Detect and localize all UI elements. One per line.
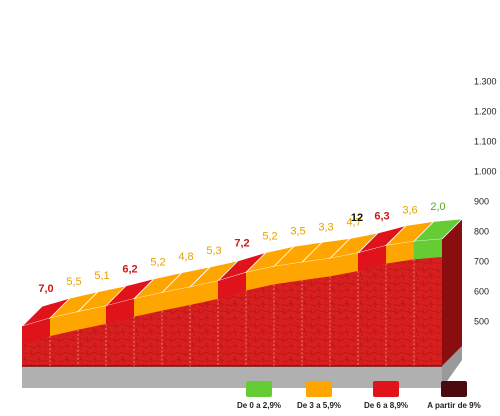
legend-label-red: De 6 a 8,9% — [363, 401, 409, 410]
y-tick-label: 500 — [474, 317, 489, 327]
gradient-label-8: 5,2 — [262, 230, 277, 242]
base-slab — [22, 346, 462, 388]
y-axis-ticks: 500 600 700 800 900 1.000 1.100 1.200 1.300 — [474, 77, 497, 327]
legend-item-maroon: A partir de 9% — [423, 381, 485, 410]
gradient-label-6: 5,3 — [206, 245, 221, 257]
legend-item-orange: De 3 a 5,9% — [288, 381, 350, 410]
legend-item-green: De 0 a 2,9% — [228, 381, 290, 410]
segment-band-6 — [190, 280, 218, 306]
base-slab-side — [442, 346, 462, 388]
segment-band-2 — [78, 305, 106, 330]
gradient-label-10: 3,3 — [318, 221, 333, 233]
legend-swatch-maroon — [441, 381, 467, 397]
gradient-label-11: 4,7 — [346, 217, 361, 229]
gradient-label-1: 5,5 — [66, 276, 81, 288]
legend-swatch-green — [246, 381, 272, 397]
legend-item-red: De 6 a 8,9% — [355, 381, 417, 410]
legend: De 0 a 2,9% De 3 a 5,9% De 6 a 8,9% A pa… — [228, 381, 500, 411]
y-tick-label: 900 — [474, 197, 489, 207]
y-tick-label: 1.300 — [474, 77, 497, 87]
segment-band-1 — [50, 311, 78, 337]
gradient-label-9: 3,5 — [290, 225, 305, 237]
segment-band-10 — [302, 258, 330, 281]
gradient-label-5: 4,8 — [178, 251, 193, 263]
y-tick-label: 1.100 — [474, 137, 497, 147]
gradient-label-3: 6,2 — [122, 263, 137, 275]
gradient-label-14: 2,0 — [430, 201, 445, 213]
segment-dividers — [49, 259, 415, 366]
legend-swatch-red — [373, 381, 399, 397]
segment-band-9 — [274, 262, 302, 285]
legend-label-green: De 0 a 2,9% — [236, 401, 282, 410]
segment-band-3 — [106, 298, 134, 324]
gradient-label-12: 6,3 — [374, 210, 389, 222]
gradient-label-4: 5,2 — [150, 257, 165, 269]
profile-wall-side — [442, 219, 462, 366]
legend-label-orange: De 3 a 5,9% — [296, 401, 342, 410]
segment-band-0 — [22, 318, 50, 345]
annotation-0: 12 — [351, 212, 363, 224]
annotations: 12 — [351, 212, 363, 224]
segment-band-5 — [162, 287, 190, 311]
gradient-labels: 7,0 5,5 5,1 6,2 5,2 4,8 5,3 7,2 5,2 3,5 3,3 4,7 6,3 3… — [38, 201, 445, 295]
segment-band-13 — [386, 241, 414, 264]
y-tick-label: 1.000 — [474, 167, 497, 177]
base-slab-top — [22, 346, 462, 388]
gradient-label-2: 5,1 — [94, 270, 109, 282]
segment-band-14 — [414, 239, 442, 260]
legend-label-maroon: A partir de 9% — [427, 401, 481, 410]
gradient-label-7: 7,2 — [234, 238, 249, 250]
gradient-label-13: 3,6 — [402, 204, 417, 216]
gradient-segments — [21, 218, 464, 345]
segment-band-4 — [134, 292, 162, 317]
segment-band-11 — [330, 252, 358, 277]
legend-swatch-orange — [306, 381, 332, 397]
segment-band-12 — [358, 245, 386, 271]
y-tick-label: 800 — [474, 227, 489, 237]
y-tick-label: 1.200 — [474, 107, 497, 117]
segment-band-7 — [218, 272, 246, 299]
y-tick-label: 600 — [474, 287, 489, 297]
y-tick-label: 700 — [474, 257, 489, 267]
gradient-label-0: 7,0 — [38, 283, 53, 295]
segment-band-8 — [246, 266, 274, 291]
